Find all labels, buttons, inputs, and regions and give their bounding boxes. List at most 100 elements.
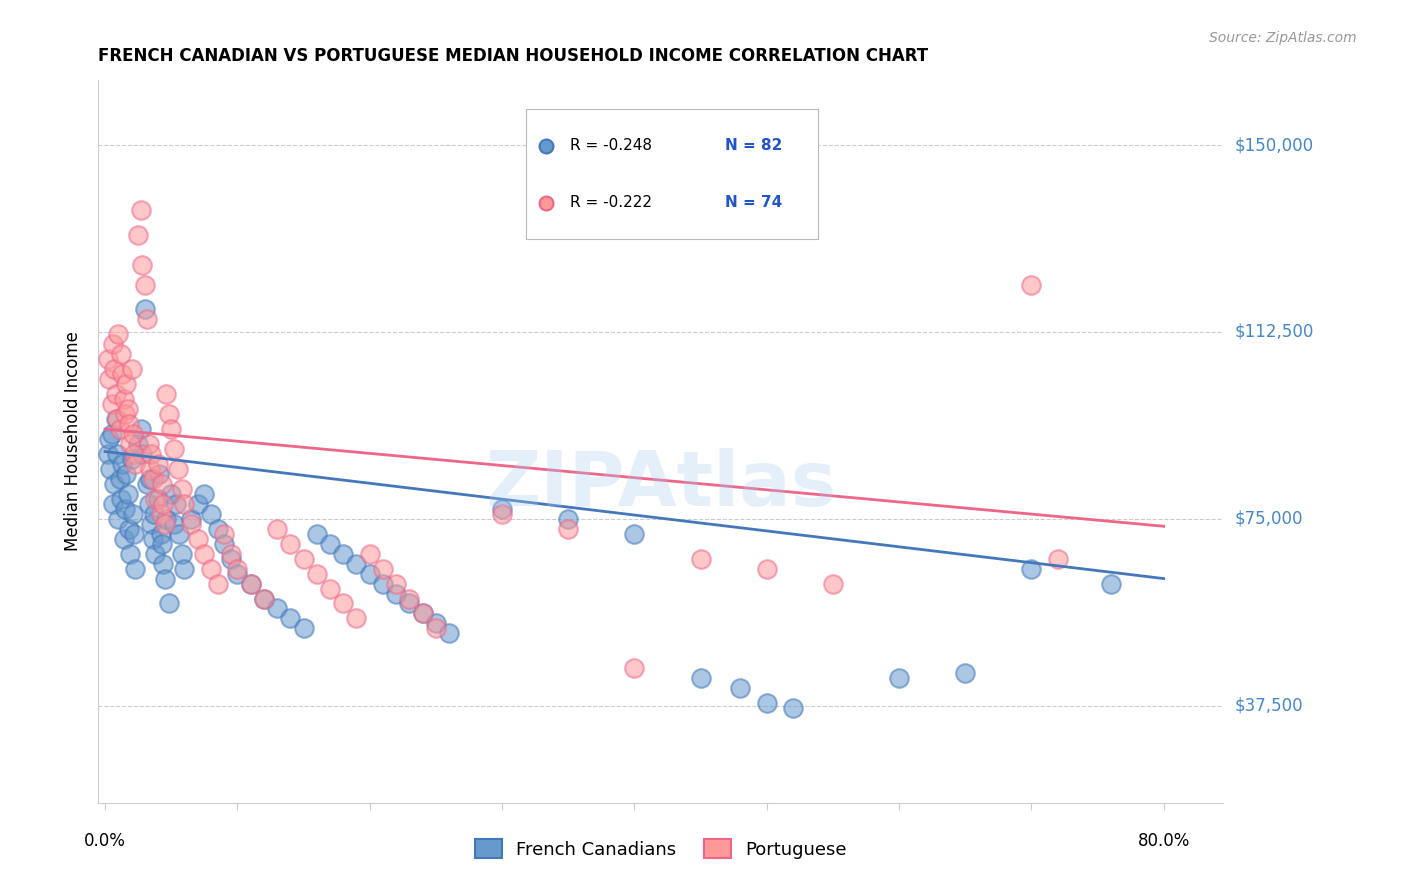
Point	[149, 526, 172, 541]
Point	[212, 526, 235, 541]
Point	[105, 447, 128, 461]
Point	[118, 522, 141, 536]
Point	[359, 547, 381, 561]
Point	[107, 327, 129, 342]
Text: $112,500: $112,500	[1234, 323, 1313, 341]
Point	[173, 497, 195, 511]
Point	[134, 277, 156, 292]
Point	[412, 607, 434, 621]
Point	[1021, 561, 1043, 575]
Point	[173, 561, 195, 575]
Point	[187, 497, 209, 511]
Point	[149, 507, 172, 521]
Point	[155, 512, 177, 526]
Point	[127, 437, 149, 451]
Point	[332, 597, 354, 611]
Point	[142, 472, 165, 486]
Point	[110, 491, 132, 506]
Point	[143, 507, 166, 521]
Point	[124, 457, 146, 471]
Point	[212, 537, 235, 551]
Point	[100, 397, 122, 411]
Point	[425, 616, 447, 631]
Point	[385, 586, 408, 600]
Point	[398, 597, 420, 611]
Point	[121, 427, 143, 442]
Point	[157, 597, 180, 611]
Point	[167, 526, 190, 541]
Point	[557, 522, 579, 536]
Point	[104, 387, 127, 401]
Point	[239, 576, 262, 591]
Point	[115, 467, 138, 481]
Text: $75,000: $75,000	[1234, 509, 1303, 528]
Point	[821, 576, 844, 591]
Point	[1099, 576, 1122, 591]
Point	[131, 447, 153, 461]
Text: ZIPAtlas: ZIPAtlas	[485, 448, 837, 522]
Point	[319, 537, 342, 551]
Point	[278, 537, 301, 551]
Text: Source: ZipAtlas.com: Source: ZipAtlas.com	[1209, 31, 1357, 45]
Point	[689, 671, 711, 685]
Point	[120, 547, 142, 561]
Point	[180, 516, 202, 531]
Point	[139, 472, 162, 486]
Point	[623, 661, 645, 675]
Point	[122, 447, 145, 461]
Point	[319, 582, 342, 596]
Point	[101, 337, 124, 351]
Point	[226, 561, 249, 575]
Point	[110, 347, 132, 361]
Point	[129, 202, 152, 217]
Point	[97, 352, 120, 367]
Point	[136, 312, 159, 326]
Point	[150, 476, 173, 491]
Point	[138, 497, 160, 511]
Point	[346, 557, 368, 571]
Point	[98, 432, 121, 446]
Point	[166, 497, 188, 511]
Text: $37,500: $37,500	[1234, 697, 1303, 714]
Point	[163, 516, 186, 531]
Point	[193, 487, 215, 501]
Point	[108, 422, 131, 436]
Point	[160, 487, 183, 501]
Point	[97, 447, 120, 461]
Point	[200, 507, 222, 521]
Point	[121, 452, 143, 467]
Point	[623, 526, 645, 541]
Point	[425, 621, 447, 635]
Point	[98, 462, 121, 476]
Point	[105, 412, 128, 426]
Point	[152, 557, 174, 571]
Point	[728, 681, 751, 696]
Point	[121, 507, 143, 521]
Point	[160, 422, 183, 436]
Point	[305, 566, 328, 581]
Point	[359, 566, 381, 581]
Point	[101, 497, 124, 511]
Point	[782, 701, 804, 715]
Point	[118, 417, 141, 431]
Point	[150, 537, 173, 551]
Point	[170, 547, 193, 561]
Point	[141, 447, 163, 461]
Point	[163, 442, 186, 456]
Point	[115, 377, 138, 392]
Point	[207, 522, 229, 536]
Point	[437, 626, 460, 640]
Point	[122, 526, 145, 541]
Point	[117, 402, 139, 417]
Point	[371, 576, 394, 591]
Point	[134, 302, 156, 317]
Point	[219, 547, 242, 561]
Point	[143, 491, 166, 506]
Point	[152, 497, 174, 511]
Point	[332, 547, 354, 561]
Point	[557, 512, 579, 526]
Point	[253, 591, 276, 606]
Point	[887, 671, 910, 685]
Point	[266, 522, 288, 536]
Point	[104, 412, 127, 426]
